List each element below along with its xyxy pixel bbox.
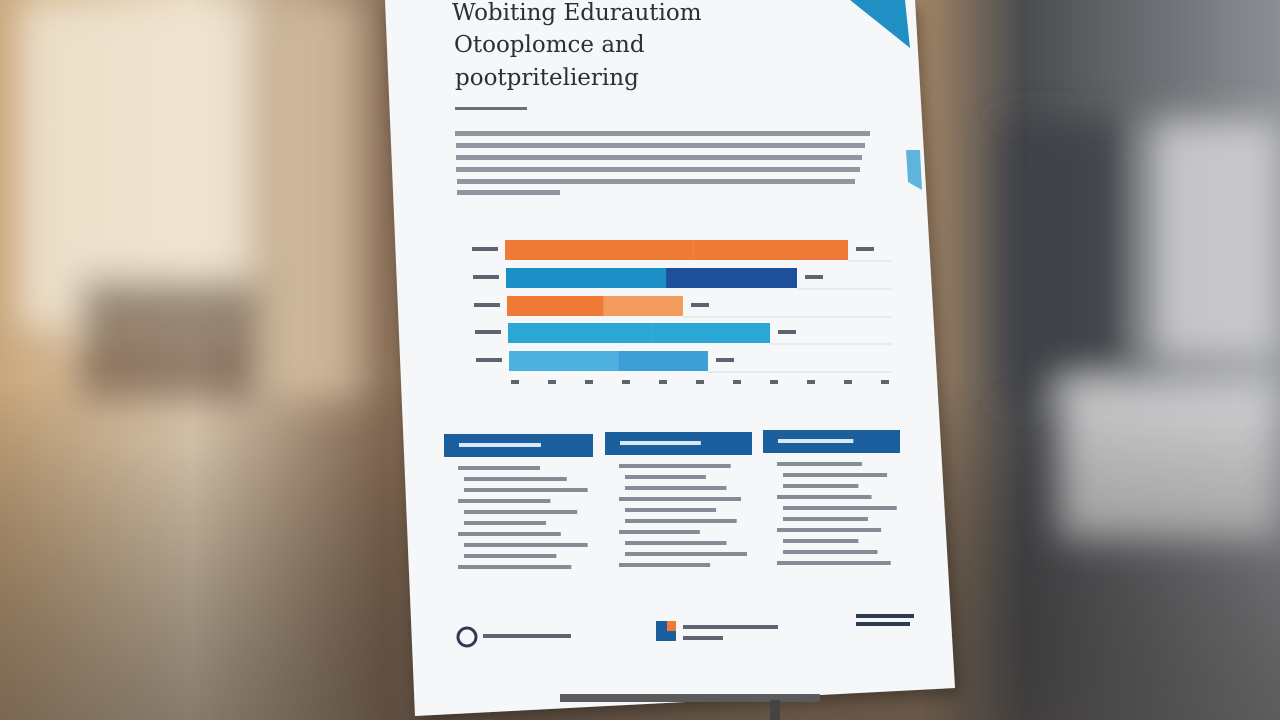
section-text: [619, 530, 700, 534]
section-text: [619, 563, 711, 567]
value-label: [691, 303, 709, 307]
poster-content: [444, 131, 914, 648]
poster-tab: [906, 150, 922, 190]
footer-text: [683, 636, 723, 640]
axis-label: [733, 380, 741, 384]
poster-title: Otooplomce and: [454, 32, 645, 58]
section-text: [625, 541, 727, 545]
bar-label: [475, 330, 501, 334]
text-line: [456, 167, 860, 172]
text-line: [457, 190, 560, 195]
section-text: [783, 484, 859, 488]
section-text: [464, 488, 588, 492]
value-label: [805, 275, 823, 279]
title-rule: [455, 107, 527, 110]
section-text: [783, 517, 868, 521]
axis-label: [585, 380, 593, 384]
bar: [618, 351, 708, 371]
footer-text: [856, 622, 910, 626]
logo: [667, 621, 676, 631]
section-text: [625, 552, 748, 556]
bar: [509, 351, 619, 371]
bar: [505, 240, 694, 260]
axis-label: [881, 380, 889, 384]
section-text: [783, 539, 859, 543]
pillar: [270, 0, 360, 400]
section-header-text: [459, 443, 541, 447]
section-text: [777, 495, 872, 499]
section-text: [464, 521, 546, 525]
section-text: [464, 554, 557, 558]
axis-label: [659, 380, 667, 384]
section-text: [777, 561, 891, 565]
value-label: [778, 330, 796, 334]
value-label: [856, 247, 874, 251]
section-text: [777, 462, 862, 466]
bar-label: [473, 275, 499, 279]
text-line: [456, 155, 862, 160]
bar: [508, 323, 653, 343]
section-text: [464, 477, 567, 481]
text-line: [457, 179, 855, 184]
window-light: [20, 0, 250, 330]
text-line: [456, 143, 865, 148]
section-text: [625, 508, 717, 512]
bar: [507, 296, 604, 316]
axis-label: [770, 380, 778, 384]
bar-label: [476, 358, 502, 362]
section-text: [783, 473, 888, 477]
section-text: [625, 486, 727, 490]
value-label: [716, 358, 734, 362]
axis-label: [622, 380, 630, 384]
board: [1150, 120, 1280, 360]
axis-label: [844, 380, 852, 384]
poster-title: Wobiting Edurautiom: [452, 0, 702, 26]
section-text: [619, 497, 742, 501]
logo: [456, 626, 478, 648]
section-text: [458, 565, 572, 569]
footer-text: [483, 634, 571, 638]
section-text: [625, 519, 737, 523]
bar: [603, 296, 683, 316]
bar: [652, 323, 770, 343]
bar: [506, 268, 667, 288]
easel-leg: [770, 700, 780, 720]
bar-label: [472, 247, 498, 251]
section-header-text: [778, 439, 854, 443]
section-text: [777, 528, 882, 532]
section-text: [458, 499, 551, 503]
poster-title: pootpriteliering: [455, 65, 639, 91]
section-text: [464, 510, 578, 514]
footer-text: [683, 625, 778, 629]
axis-label: [696, 380, 704, 384]
section-header-text: [620, 441, 701, 445]
axis-label: [807, 380, 815, 384]
bar-label: [474, 303, 500, 307]
blurred-room: [20, 0, 1280, 540]
section-text: [619, 464, 731, 468]
section-text: [783, 506, 897, 510]
section-text: [783, 550, 878, 554]
section-text: [458, 466, 540, 470]
footer-text: [856, 614, 914, 618]
poster-corner: [850, 0, 910, 48]
section-text: [625, 475, 706, 479]
bar: [693, 240, 848, 260]
easel-bar: [560, 694, 820, 702]
section-text: [458, 532, 561, 536]
dark-panel: [1000, 120, 1120, 400]
text-line: [455, 131, 870, 136]
axis-label: [511, 380, 519, 384]
bar: [666, 268, 797, 288]
section-text: [464, 543, 588, 547]
axis-label: [548, 380, 556, 384]
